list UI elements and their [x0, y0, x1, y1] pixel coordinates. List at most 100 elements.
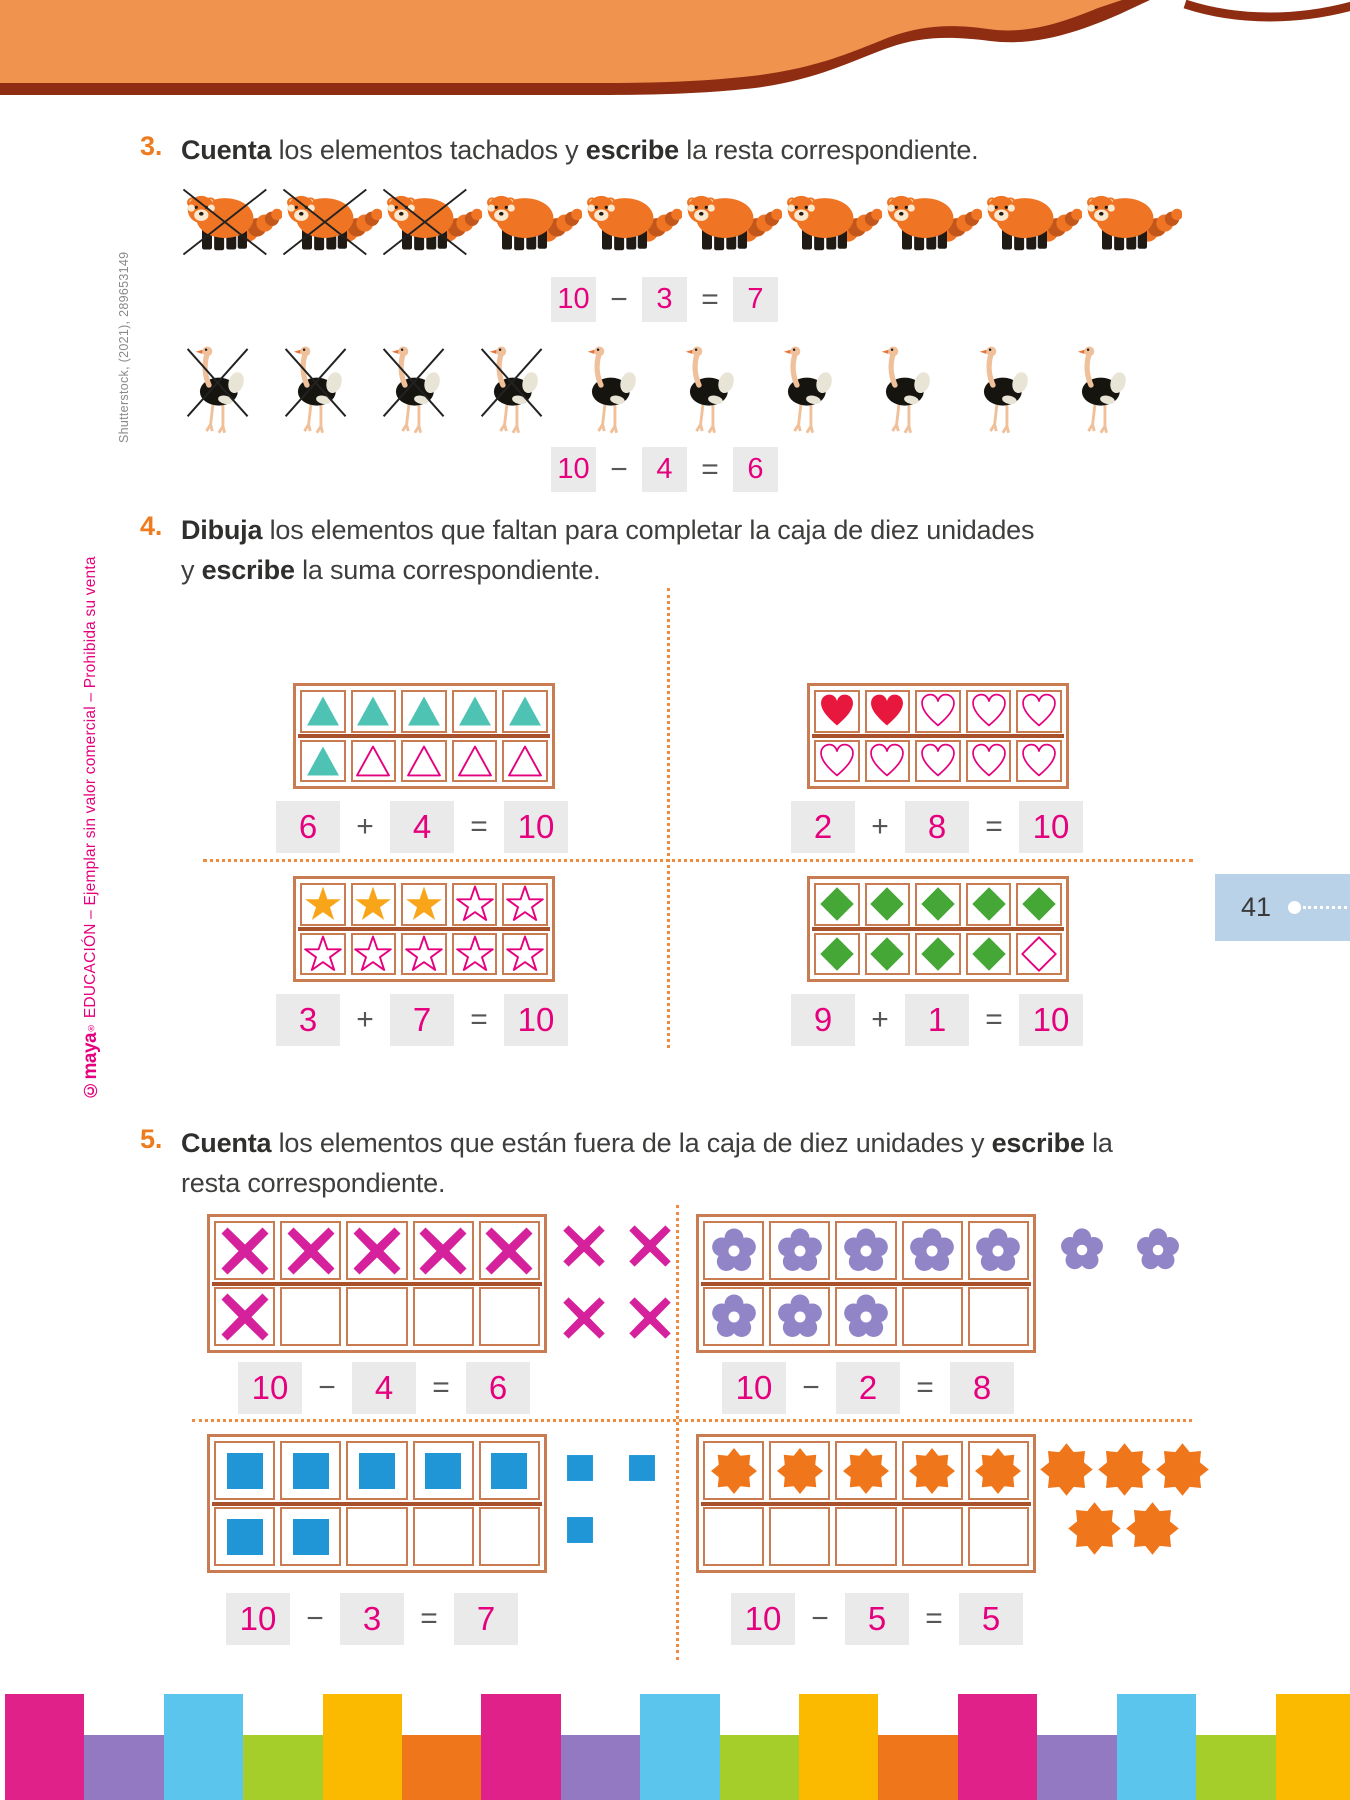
cross-icon — [353, 1227, 401, 1274]
registered-mark: ® — [86, 1022, 96, 1033]
triangle-icon — [508, 745, 543, 777]
ten-frame-divider — [212, 1501, 542, 1506]
star-icon — [354, 935, 393, 971]
ten-frame-cell — [478, 1441, 540, 1500]
instruction-text: escribe — [201, 554, 295, 585]
star-icon — [455, 885, 494, 922]
outside-shape-row — [1066, 1500, 1211, 1557]
equation-value: 2 — [791, 801, 855, 853]
sun-icon — [1068, 1502, 1121, 1555]
ten-frame-cell — [451, 883, 498, 926]
triangle-icon — [457, 745, 492, 777]
sun-icon — [1156, 1443, 1209, 1496]
ten-frame-grid — [214, 1221, 540, 1346]
diamond-icon — [921, 937, 955, 971]
ten-frame-grid — [300, 883, 548, 975]
star-icon — [506, 885, 544, 922]
footer-stripe — [719, 1735, 800, 1800]
ten-frame-stars — [293, 876, 555, 982]
ostrich-icon — [685, 346, 734, 434]
heart-icon — [971, 743, 1006, 777]
ten-frame-diamonds — [807, 876, 1069, 982]
ten-frame-cell — [769, 1221, 831, 1280]
equation-operator: = — [470, 810, 488, 843]
red-panda — [1082, 188, 1183, 261]
ten-frame-cell — [864, 883, 911, 926]
flower-icon — [844, 1228, 888, 1271]
star-icon — [405, 935, 443, 971]
ten-frame-cell — [300, 883, 346, 926]
sun-icon — [1040, 1443, 1093, 1496]
flower-icon — [1137, 1228, 1179, 1270]
flower-icon — [910, 1228, 955, 1271]
flower-icon — [711, 1294, 756, 1337]
equation-crosses: 10−4 = 6 — [238, 1362, 530, 1414]
ostrich-icon — [881, 346, 930, 434]
outside-suns — [1038, 1441, 1211, 1559]
diamond-icon — [921, 887, 955, 921]
maya-logo: ©maya — [80, 1032, 101, 1100]
equation-value: 7 — [454, 1593, 518, 1645]
footer-stripe — [1275, 1694, 1350, 1800]
equation-value: 4 — [352, 1362, 416, 1414]
equation-operator: = — [470, 1003, 488, 1036]
ten-frame-cell — [412, 1221, 474, 1280]
equation-operator: − — [802, 1371, 820, 1404]
badge-dot-decoration — [1288, 901, 1302, 914]
outside-shape-row — [562, 1296, 672, 1340]
ten-frame-grid — [814, 690, 1062, 782]
diamond-icon — [820, 937, 854, 971]
column-separator — [676, 1205, 679, 1660]
ten-frame-cell — [350, 739, 397, 782]
ten-frame-cell — [300, 739, 346, 782]
triangle-icon — [356, 745, 391, 777]
ostrich-crossed — [185, 344, 251, 441]
instruction-text: y — [181, 554, 202, 585]
exercise-5-number: 5. — [140, 1124, 163, 1154]
instruction-text: los elementos tachados y — [271, 135, 586, 165]
equation-suns: 10−5 = 5 — [731, 1593, 1023, 1645]
ten-frame-cell — [214, 1221, 276, 1280]
ten-frame-cell — [346, 1441, 408, 1500]
ten-frame-cell — [478, 1287, 540, 1346]
star-icon — [455, 935, 494, 971]
equation-value: 5 — [845, 1593, 909, 1645]
ten-frame-cell — [214, 1287, 276, 1346]
flower-icon — [976, 1228, 1021, 1271]
ten-frame-divider — [298, 927, 550, 931]
exercise-3-heading: 3. Cuenta los elementos tachados y escri… — [140, 131, 979, 171]
instruction-text: escribe — [991, 1128, 1085, 1158]
exercise-5-heading: 5. Cuenta los elementos que están fuera … — [140, 1124, 1113, 1204]
star-icon — [406, 886, 442, 921]
red-panda-crossed — [182, 188, 283, 261]
red-panda-icon — [282, 188, 383, 256]
equation-value: 10 — [238, 1362, 302, 1414]
equation-value: 4 — [390, 801, 454, 853]
publisher-imprint: ©maya® EDUCACIÓN – Ejemplar sin valor co… — [80, 556, 102, 1100]
outside-shape-row — [562, 1224, 672, 1268]
cross-icon — [221, 1227, 269, 1274]
ten-frame-grid — [300, 690, 548, 782]
equation-value: 4 — [642, 447, 687, 492]
ten-frame-cell — [814, 883, 860, 926]
square-icon — [425, 1452, 462, 1489]
instruction-text: escribe — [585, 135, 679, 165]
ten-frame-cell — [214, 1441, 276, 1500]
equation-value: 10 — [1019, 801, 1083, 853]
equation-operator: + — [356, 810, 374, 843]
page-number-badge: 41 — [1215, 874, 1350, 941]
square-icon — [226, 1518, 263, 1555]
ten-frame-cell — [401, 690, 447, 733]
red-panda-icon — [887, 195, 983, 251]
equation-operator: − — [610, 282, 628, 316]
ten-frame-cell — [835, 1221, 897, 1280]
publisher-legal-text: EDUCACIÓN – Ejemplar sin valor comercial… — [82, 556, 99, 1023]
ten-frame-cell — [1016, 883, 1062, 926]
ten-frame-cell — [502, 883, 548, 926]
ten-frame-cell — [965, 932, 1012, 975]
red-panda-icon — [587, 195, 683, 251]
red-panda-icon — [1087, 195, 1183, 251]
red-panda-icon — [182, 188, 283, 256]
ostrich — [871, 344, 937, 441]
cross-icon — [419, 1227, 467, 1274]
